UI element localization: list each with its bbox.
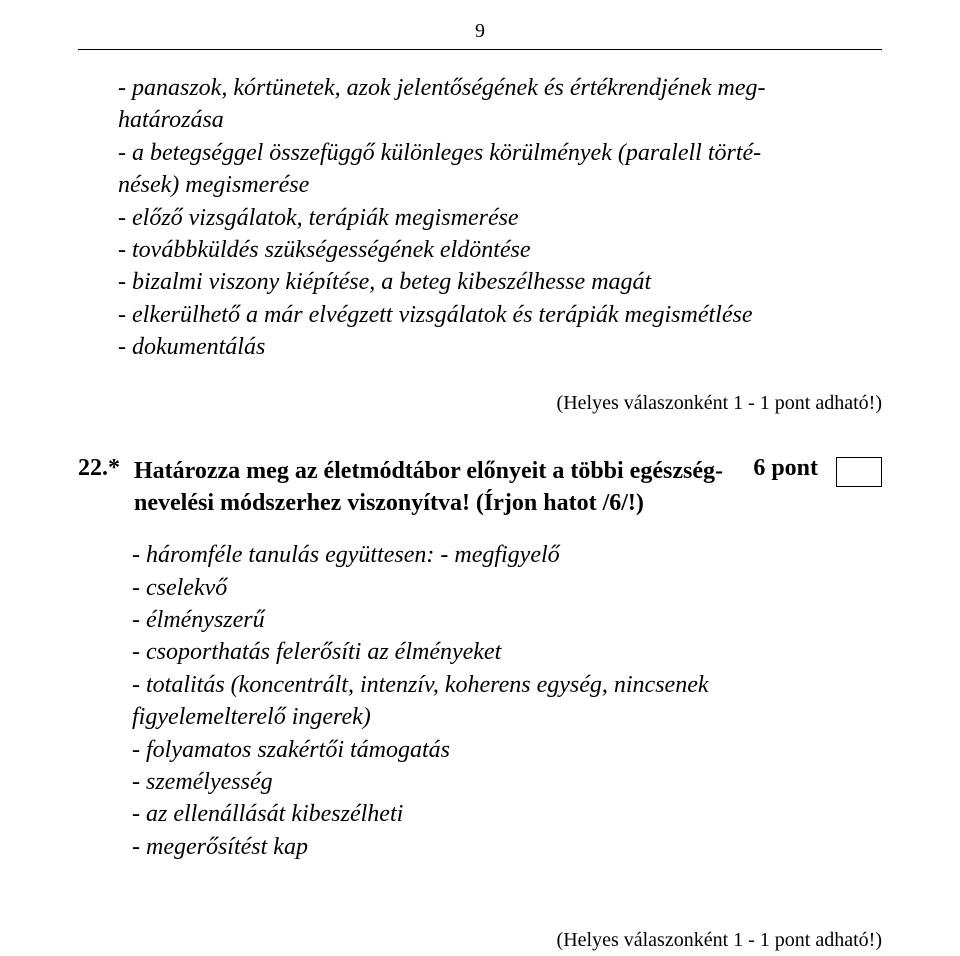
b1-line: - a betegséggel összefüggő különleges kö… bbox=[118, 137, 882, 169]
b1-line: határozása bbox=[118, 104, 882, 136]
q22-scorebox[interactable] bbox=[836, 457, 882, 487]
q22-a-line: - az ellenállását kibeszélheti bbox=[132, 798, 882, 830]
page-divider bbox=[78, 49, 882, 50]
b1-line: - előző vizsgálatok, terápiák megismerés… bbox=[118, 202, 882, 234]
q22-points: 6 pont bbox=[753, 455, 818, 482]
block1-answers: - panaszok, kórtünetek, azok jelentőségé… bbox=[118, 72, 882, 364]
q22-a-line: - megerősítést kap bbox=[132, 831, 882, 863]
q22-title: Határozza meg az életmódtábor előnyeit a… bbox=[134, 455, 739, 520]
page-number: 9 bbox=[78, 20, 882, 43]
b1-line: - továbbküldés szükségességének eldöntés… bbox=[118, 234, 882, 266]
q22-a-line: figyelemelterelő ingerek) bbox=[132, 701, 882, 733]
q22-a-three: - háromféle tanulás együttesen: - megfig… bbox=[132, 539, 882, 571]
b1-line: nések) megismerése bbox=[118, 169, 882, 201]
q22-a-line: - totalitás (koncentrált, intenzív, kohe… bbox=[132, 669, 882, 701]
b1-line: - elkerülhető a már elvégzett vizsgálato… bbox=[118, 299, 882, 331]
q22-right-note: (Helyes válaszonként 1 - 1 pont adható!) bbox=[78, 929, 882, 952]
q22-a-line: - csoporthatás felerősíti az élményeket bbox=[132, 636, 882, 668]
q22-a-line: - személyesség bbox=[132, 766, 882, 798]
q22-a-line: - folyamatos szakértői támogatás bbox=[132, 734, 882, 766]
q22-header-row: 22.* Határozza meg az életmódtábor előny… bbox=[78, 455, 882, 520]
q22-points-area: 6 pont bbox=[753, 455, 882, 487]
q22-title-line1: Határozza meg az életmódtábor előnyeit a… bbox=[134, 458, 723, 484]
b1-line: - panaszok, kórtünetek, azok jelentőségé… bbox=[118, 72, 882, 104]
b1-line: - dokumentálás bbox=[118, 331, 882, 363]
b1-line: - bizalmi viszony kiépítése, a beteg kib… bbox=[118, 266, 882, 298]
q22-number: 22.* bbox=[78, 455, 120, 482]
page: 9 - panaszok, kórtünetek, azok jelentősé… bbox=[0, 0, 960, 956]
q22-title-line2: nevelési módszerhez viszonyítva! (Írjon … bbox=[134, 490, 644, 516]
block1-right-note: (Helyes válaszonként 1 - 1 pont adható!) bbox=[78, 392, 882, 415]
q22-answers: - háromféle tanulás együttesen: - megfig… bbox=[132, 539, 882, 863]
question-22: 22.* Határozza meg az életmódtábor előny… bbox=[78, 455, 882, 953]
q22-a-sub-a: - cselekvő bbox=[132, 572, 882, 604]
q22-a-sub-b: - élményszerű bbox=[132, 604, 882, 636]
